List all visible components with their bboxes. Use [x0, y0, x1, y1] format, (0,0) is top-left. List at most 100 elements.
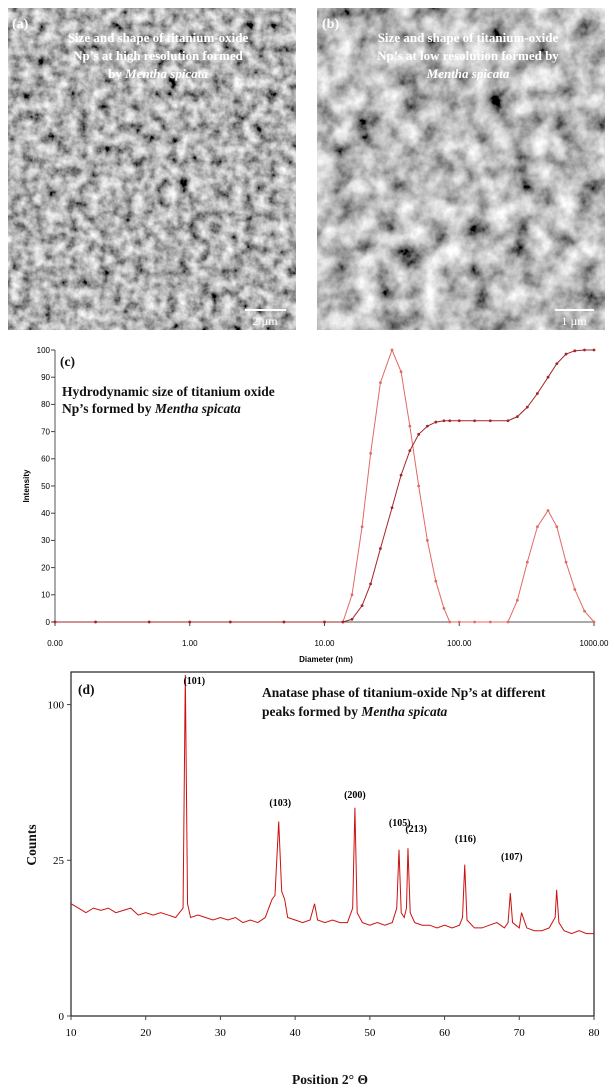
data-point: [425, 424, 429, 428]
y-tick-label: 100: [37, 346, 51, 355]
peak-label: (213): [405, 824, 427, 835]
x-tick-label: 1.00: [182, 639, 198, 648]
x-tick-label: 50: [364, 1027, 376, 1039]
y-tick-label: 25: [53, 855, 65, 867]
x-tick-label: 100.00: [447, 639, 472, 648]
data-point: [147, 620, 151, 624]
data-point: [282, 620, 286, 624]
caption: Size and shape of titanium-oxide: [378, 30, 559, 45]
x-tick-label: 10.00: [314, 639, 335, 648]
data-point: [188, 620, 192, 624]
caption-italic: Mentha spicata: [124, 66, 208, 81]
data-point: [399, 370, 403, 374]
data-point: [417, 432, 421, 436]
y-tick-label: 90: [41, 373, 50, 382]
x-axis-label: Diameter (nm): [299, 655, 353, 664]
data-point: [535, 392, 539, 395]
data-point: [228, 620, 232, 624]
data-point: [457, 419, 461, 423]
y-tick-label: 50: [41, 482, 50, 491]
data-point: [592, 348, 596, 352]
x-tick-label: 1000.00: [580, 639, 609, 648]
panel-label: (c): [60, 354, 75, 369]
data-point: [583, 348, 586, 352]
data-point: [350, 593, 354, 597]
peak-label: (103): [269, 798, 291, 809]
y-axis-label: Intensity: [22, 469, 31, 502]
data-point: [515, 598, 519, 602]
x-tick-label: 80: [589, 1027, 601, 1039]
y-tick-label: 10: [41, 591, 50, 600]
y-tick-label: 0: [46, 618, 51, 627]
data-point: [323, 620, 326, 624]
data-point: [448, 419, 452, 423]
y-tick-label: 60: [41, 455, 50, 464]
data-point: [350, 617, 354, 621]
data-point: [592, 620, 596, 624]
data-point: [399, 473, 403, 477]
data-point: [506, 419, 510, 423]
y-tick-label: 30: [41, 536, 50, 545]
caption: Size and shape of titanium-oxide: [68, 30, 249, 45]
data-point: [417, 484, 421, 488]
data-point: [442, 419, 446, 423]
sem-image: [8, 8, 296, 330]
y-tick-label: 70: [41, 427, 50, 436]
data-point: [379, 381, 382, 385]
data-point: [379, 547, 382, 550]
x-tick-label: 30: [215, 1027, 227, 1039]
data-point: [360, 525, 364, 529]
peak-label: (116): [455, 834, 476, 845]
scale-label: 2 µm: [252, 314, 278, 328]
data-point: [555, 525, 559, 529]
x-tick-label: 40: [290, 1027, 302, 1039]
data-point: [341, 620, 345, 624]
peak-label: (200): [344, 790, 366, 801]
panel-label: (a): [12, 17, 29, 32]
data-point: [555, 362, 559, 365]
data-point: [525, 560, 529, 564]
chart-title: Anatase phase of titanium-oxide Np’s at …: [262, 685, 546, 700]
chart-title: peaks formed by: [262, 704, 358, 719]
y-axis-label: Counts: [24, 824, 39, 865]
y-tick-label: 80: [41, 400, 50, 409]
caption: Np’s at low resolution formed by: [377, 48, 559, 63]
data-point: [390, 348, 394, 352]
data-point: [53, 620, 57, 624]
scale-label: 1 µm: [561, 314, 587, 328]
data-point: [546, 509, 550, 512]
data-point: [583, 609, 586, 613]
peak-label: (105): [389, 818, 411, 829]
x-tick-label: 10: [66, 1027, 78, 1039]
data-point: [573, 587, 577, 591]
peak-label: (107): [501, 852, 523, 863]
caption: by: [108, 66, 122, 81]
x-tick-label: 70: [514, 1027, 526, 1039]
data-point: [535, 525, 539, 529]
data-point: [473, 620, 477, 624]
data-line: [70, 674, 594, 935]
data-point: [434, 579, 438, 583]
chart-title: Hydrodynamic size of titanium oxide: [62, 384, 275, 399]
panel-label: (d): [78, 682, 95, 697]
x-tick-label: 20: [140, 1027, 152, 1039]
data-point: [488, 419, 492, 423]
data-point: [434, 420, 438, 424]
chart-title: Np’s formed by Mentha spicata: [62, 401, 241, 416]
data-point: [473, 419, 477, 423]
data-point: [408, 424, 412, 428]
chart-title-italic: Mentha spicata: [360, 704, 447, 719]
data-point: [564, 560, 568, 564]
data-point: [442, 607, 446, 610]
x-tick-label: 0.00: [47, 639, 63, 648]
plot-frame: [70, 671, 595, 1017]
data-point: [488, 620, 492, 624]
data-point: [525, 405, 529, 409]
y-tick-label: 0: [59, 1011, 65, 1023]
caption: by Mentha spicata: [108, 66, 208, 81]
y-tick-label: 40: [41, 509, 50, 518]
chart-title-italic: Mentha spicata: [154, 401, 241, 416]
data-point: [573, 349, 577, 353]
chart-title: peaks formed by Mentha spicata: [262, 704, 448, 719]
